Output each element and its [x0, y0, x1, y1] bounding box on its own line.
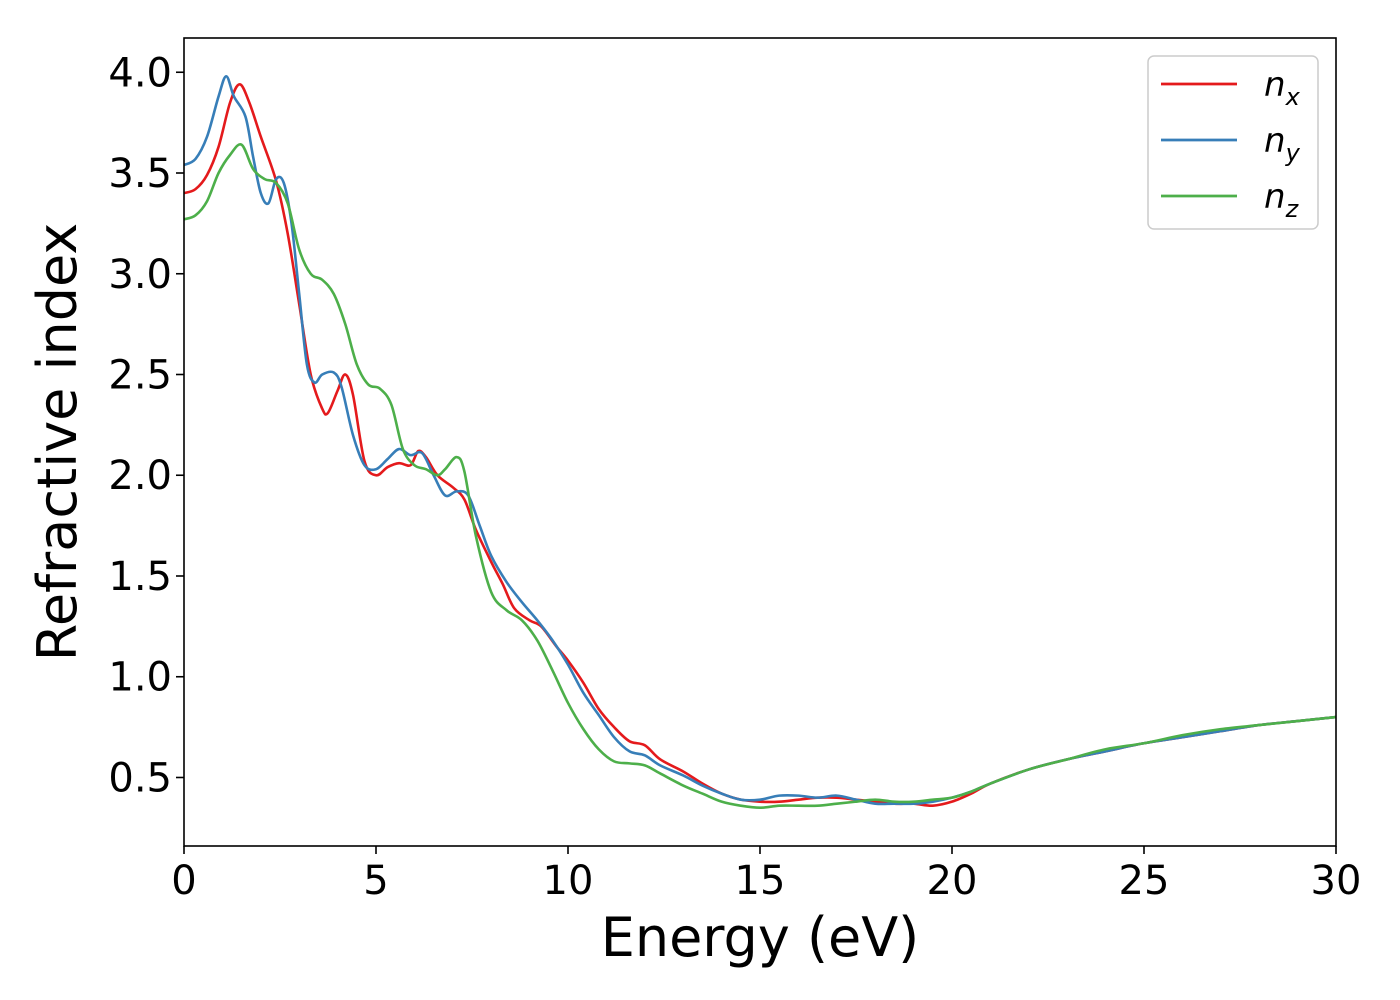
y-tick-label: 3.5 [108, 151, 172, 197]
x-tick-label: 5 [363, 858, 388, 904]
series-line-nz [184, 143, 1336, 810]
y-axis-label: Refractive index [26, 223, 89, 662]
legend-label-subscript: z [1285, 195, 1300, 223]
legend-label-subscript: x [1285, 83, 1301, 111]
legend-label-subscript: y [1285, 139, 1301, 167]
y-tick-label: 3.0 [108, 252, 172, 298]
series-layer [184, 74, 1336, 810]
y-tick-label: 2.5 [108, 352, 172, 398]
x-axis: 0 5 10 15 20 25 30 [171, 846, 1361, 904]
y-tick-label: 1.0 [108, 655, 172, 701]
legend-box [1147, 55, 1319, 230]
x-tick-label: 25 [1119, 858, 1170, 904]
x-tick-label: 30 [1311, 858, 1362, 904]
legend-label-nx: nx [1264, 65, 1301, 111]
y-axis: 0.5 1.0 1.5 2.0 2.5 3.0 3.5 4.0 [108, 50, 184, 801]
legend-label-nz: nz [1264, 177, 1300, 223]
legend-label-main: n [1264, 177, 1286, 217]
legend-label-main: n [1264, 65, 1286, 105]
legend-label-main: n [1264, 121, 1286, 161]
y-tick-label: 4.0 [108, 50, 172, 96]
x-tick-label: 0 [171, 858, 196, 904]
y-tick-label: 1.5 [108, 554, 172, 600]
legend-label-ny: ny [1264, 121, 1301, 167]
x-tick-label: 10 [543, 858, 594, 904]
y-tick-label: 2.0 [108, 453, 172, 499]
x-tick-label: 15 [735, 858, 786, 904]
x-tick-label: 20 [927, 858, 978, 904]
y-tick-label: 0.5 [108, 755, 172, 801]
x-axis-label: Energy (eV) [601, 906, 920, 969]
